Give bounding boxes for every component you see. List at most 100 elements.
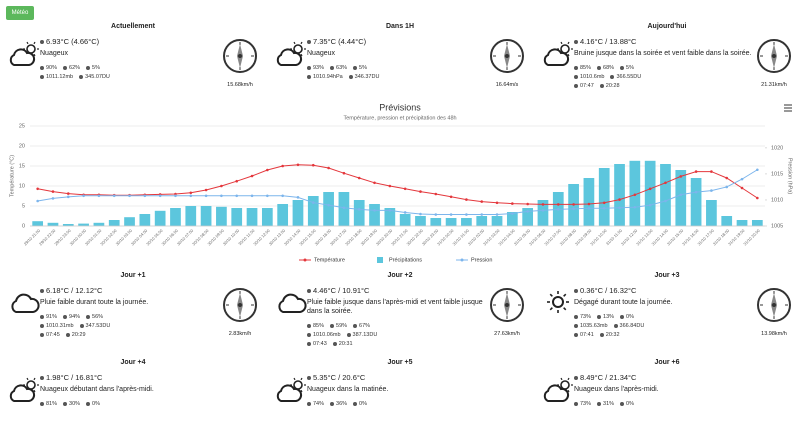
weather-panel: Jour +1 6.18°C / 12.12°C Pluie faible dura… [0, 269, 266, 355]
thermometer-icon [307, 40, 311, 45]
series-point [541, 203, 545, 206]
temperature: 7.35°C (4.44°C) [307, 37, 487, 46]
stat-icon [574, 401, 578, 406]
panel-title: Jour +3 [654, 272, 680, 279]
precip-bar [430, 218, 442, 226]
panel-info: 7.35°C (4.44°C) Nuageux 93% 63% 5% 1010.94hPa… [307, 37, 487, 82]
precip-bar [583, 178, 595, 226]
stat-pressure: 1010.06mb [307, 332, 341, 338]
stat-humidity: 81% [40, 401, 57, 407]
series-point [296, 163, 300, 167]
y-tick-label: 25 [19, 123, 25, 129]
stat-value: 59% [336, 323, 348, 329]
stat-icon [63, 401, 68, 406]
stat-humidity: 93% [307, 65, 324, 71]
series-point [694, 190, 698, 194]
thermometer-icon [574, 376, 578, 381]
temperature: 1.98°C / 16.81°C [40, 373, 220, 382]
stat-icon [599, 83, 604, 88]
chart-title: Prévisions [379, 102, 421, 112]
series-point [679, 175, 683, 178]
stat-row: 74% 36% 0% [307, 400, 487, 409]
series-point [51, 197, 55, 200]
stat-row: 1010.31mb 347.53DU [40, 322, 220, 331]
series-point [618, 206, 621, 210]
stat-icon [574, 74, 578, 79]
wind-compass [757, 39, 791, 73]
weather-panel: Aujourd'hui 4.16°C / 13.88°C Bruine jusque… [534, 20, 800, 106]
y2-axis-title: Pression (hPa) [787, 158, 793, 195]
series-point [465, 213, 468, 216]
panel-info: 6.18°C / 12.12°C Pluie faible durant tout… [40, 286, 220, 340]
precip-bar [32, 221, 44, 226]
page: Météo Actuellement 6.93°C (4.66°C) Nuageux… [0, 6, 800, 407]
stat-sunset: 20:28 [599, 83, 620, 89]
precip-bar [721, 216, 733, 226]
series-point [740, 186, 744, 190]
forecast-chart: Prévisions Température, pression et préc… [9, 102, 793, 263]
series-point [710, 170, 713, 173]
series-point [526, 202, 529, 206]
series-point [235, 194, 239, 198]
stat-icon [353, 323, 358, 328]
legend-label: Température [314, 257, 345, 263]
series-point [526, 210, 529, 213]
stat-humidity: 85% [574, 65, 591, 71]
series-point [296, 196, 300, 199]
stat-humidity: 73% [574, 401, 591, 407]
panel-title: Dans 1H [385, 23, 414, 30]
y-tick-label: 0 [22, 223, 25, 229]
stat-value: 07:41 [580, 332, 594, 338]
menu-icon[interactable] [784, 104, 792, 112]
series-point [66, 192, 70, 195]
series-point [311, 201, 315, 204]
stat-ozone: 347.53DU [79, 323, 110, 329]
series-point [266, 194, 269, 198]
stat-clouds: 31% [597, 401, 614, 407]
precip-bar [78, 223, 89, 226]
wind-compass [757, 288, 791, 322]
stat-value: 94% [69, 314, 81, 320]
precip-bar [537, 200, 549, 226]
precip-bar [629, 160, 641, 226]
stat-rain: 5% [86, 65, 100, 71]
stat-ozone: 366.84DU [613, 323, 645, 329]
weather-icon [543, 377, 573, 402]
stat-value: 07:45 [46, 332, 60, 338]
stat-icon [40, 323, 44, 328]
temperature: 5.35°C / 20.6°C [307, 373, 487, 382]
stat-value: 91% [46, 314, 58, 320]
precip-bar [185, 206, 197, 226]
stat-value: 67% [359, 323, 371, 329]
thermometer-icon [574, 40, 578, 45]
stat-icon [332, 341, 337, 346]
precip-bar [277, 204, 289, 226]
weather-panel: Jour +3 0.36°C / 16.32°C Dégagé durant tou… [534, 269, 800, 355]
series-point [250, 174, 254, 178]
precip-bar [139, 214, 151, 226]
series-point [602, 206, 606, 210]
series-point [342, 171, 346, 175]
weather-button[interactable]: Météo [6, 6, 34, 20]
stat-icon [597, 65, 602, 70]
stat-value: 20:31 [338, 341, 353, 347]
stat-value: 81% [46, 401, 58, 407]
stat-humidity: 85% [307, 323, 324, 329]
series-point [449, 195, 453, 199]
stat-rain: 67% [353, 323, 370, 329]
stat-icon [65, 332, 70, 337]
temperature: 0.36°C / 16.32°C [574, 286, 754, 295]
temperature-text: 6.18°C / 12.12°C [46, 286, 103, 295]
stat-icon [307, 341, 311, 346]
stat-icon [574, 65, 578, 70]
stat-value: 56% [92, 314, 104, 320]
series-point [434, 192, 438, 196]
weather-panel: Jour +5 5.35°C / 20.6°C Nuageux dans la ma… [267, 356, 533, 442]
stat-icon [40, 332, 44, 337]
precip-bar [506, 212, 518, 226]
weather-icon [547, 291, 569, 313]
series-point [403, 211, 407, 214]
stat-value: 366.84DU [619, 323, 645, 329]
series-point [342, 206, 346, 210]
precip-bar [675, 170, 687, 226]
